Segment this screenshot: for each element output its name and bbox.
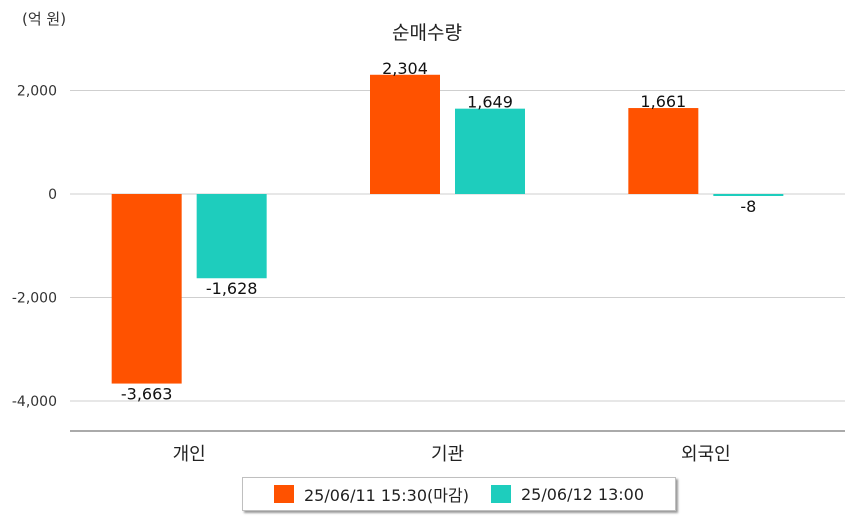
y-tick-label: 0	[48, 187, 57, 203]
y-tick-label: -4,000	[12, 394, 57, 410]
chart-title: 순매수량	[392, 22, 462, 44]
legend-label-series-2: 25/06/12 13:00	[520, 484, 645, 504]
data-label: -1,628	[206, 279, 258, 298]
x-category-label: 외국인	[681, 444, 731, 465]
legend-swatch-series-2	[490, 485, 511, 503]
legend-item-series-1[interactable]: 25/06/11 15:30(마감)	[273, 482, 469, 506]
data-label: -3,663	[121, 385, 173, 404]
bar	[713, 194, 784, 196]
bar	[455, 108, 525, 194]
bar	[370, 74, 440, 194]
x-category-label: 기관	[431, 444, 464, 465]
unit-label: (억 원)	[22, 10, 67, 28]
bar-chart: 2,000 0 -2,000 -4,000 개인 -3,663 -1,628 기관 2,304 1…	[12, 59, 845, 465]
data-label: 2,304	[382, 59, 428, 78]
legend-swatch-series-1	[273, 485, 294, 503]
x-category-label: 개인	[173, 444, 206, 465]
y-tick-label: 2,000	[17, 84, 57, 100]
legend-item-series-2[interactable]: 25/06/12 13:00	[490, 484, 645, 504]
bar	[628, 108, 699, 194]
bar	[111, 194, 182, 384]
bar	[196, 194, 267, 279]
data-label: -8	[740, 197, 756, 216]
data-label: 1,661	[640, 92, 686, 111]
legend: 25/06/11 15:30(마감) 25/06/12 13:00	[242, 477, 676, 511]
legend-label-series-1: 25/06/11 15:30(마감)	[303, 486, 469, 505]
y-tick-label: -2,000	[12, 291, 57, 307]
data-label: 1,649	[467, 93, 513, 112]
